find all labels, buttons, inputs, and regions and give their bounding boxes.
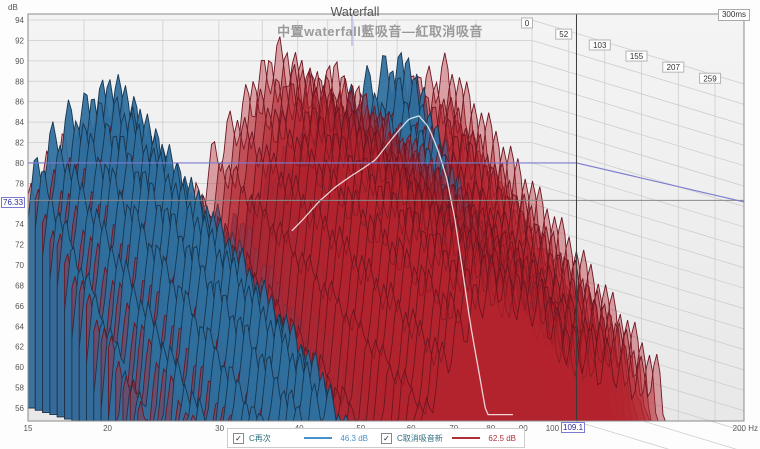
legend-line-sample-red xyxy=(452,437,481,439)
db-tick-label: 78 xyxy=(15,179,24,188)
time-slice-label: 207 xyxy=(667,63,681,72)
waterfall-slices xyxy=(28,36,666,421)
db-tick-label: 94 xyxy=(15,16,24,25)
db-tick-label: 82 xyxy=(15,139,24,148)
time-range-badge: 300ms xyxy=(717,9,750,21)
time-slice-label: 103 xyxy=(593,41,607,50)
db-tick-label: 92 xyxy=(15,36,24,45)
db-tick-label: 66 xyxy=(15,302,24,311)
legend-checkbox-red[interactable]: ✓ xyxy=(381,432,392,444)
slice-red xyxy=(420,254,666,421)
db-tick-label: 58 xyxy=(15,384,24,393)
time-slice-label-box xyxy=(662,61,685,73)
freq-tick-label: 30 xyxy=(215,424,224,433)
legend-item-red: ✓ C取消吸音新 62.5 dB xyxy=(376,432,524,444)
db-tick-label: 64 xyxy=(15,322,24,331)
slice-red xyxy=(297,254,659,421)
legend-value-red: 62.5 dB xyxy=(488,433,516,443)
db-tick-label: 62 xyxy=(15,343,24,352)
cursor-freq-readout: 109.1 xyxy=(561,422,586,433)
freq-tick-label: 100 xyxy=(546,424,560,433)
time-slice-label-box xyxy=(699,72,722,84)
slice-blue xyxy=(292,383,349,421)
db-tick-label: 84 xyxy=(15,118,24,127)
db-tick-label: 68 xyxy=(15,281,24,290)
time-slice-label: 155 xyxy=(630,52,644,61)
chart-subtitle: 中置waterfall藍吸音—紅取消吸音 xyxy=(277,24,483,39)
db-tick-label: 70 xyxy=(15,261,24,270)
highlighted-slice-curve xyxy=(291,115,513,416)
chart-title: Waterfall xyxy=(330,5,380,19)
time-slice-label-box xyxy=(555,28,573,40)
legend-label-blue[interactable]: C再次 xyxy=(249,433,271,443)
cursor-level-readout: 76.33 xyxy=(1,197,26,208)
legend-line-sample-blue xyxy=(304,437,333,439)
time-slice-label: 259 xyxy=(703,74,717,83)
db-tick-label: 88 xyxy=(15,77,24,86)
freq-axis-end-label: 200 Hz xyxy=(733,424,758,433)
db-tick-label: 86 xyxy=(15,98,24,107)
time-slice-label: 52 xyxy=(559,30,568,39)
legend-item-blue: ✓ C再次 46.3 dB xyxy=(228,432,376,444)
legend-checkbox-blue[interactable]: ✓ xyxy=(233,432,244,444)
time-slice-label-box xyxy=(625,50,648,62)
db-tick-label: 60 xyxy=(15,363,24,372)
db-tick-label: 72 xyxy=(15,241,24,250)
time-slice-label-box xyxy=(521,17,533,29)
freq-tick-label: 15 xyxy=(24,424,33,433)
legend-label-red[interactable]: C取消吸音新 xyxy=(397,433,443,443)
plot-border xyxy=(27,13,745,422)
db-tick-label: 90 xyxy=(15,57,24,66)
time-slice-label-box xyxy=(588,39,611,51)
freq-tick-label: 20 xyxy=(103,424,112,433)
legend-bar: ✓ C再次 46.3 dB ✓ C取消吸音新 62.5 dB xyxy=(227,428,525,448)
legend-value-blue: 46.3 dB xyxy=(340,433,368,443)
db-tick-label: 80 xyxy=(15,159,24,168)
db-tick-label: 56 xyxy=(15,404,24,413)
y-axis-unit-label: dB xyxy=(8,3,18,12)
db-tick-label: 74 xyxy=(15,220,24,229)
time-slice-label: 0 xyxy=(525,19,530,28)
